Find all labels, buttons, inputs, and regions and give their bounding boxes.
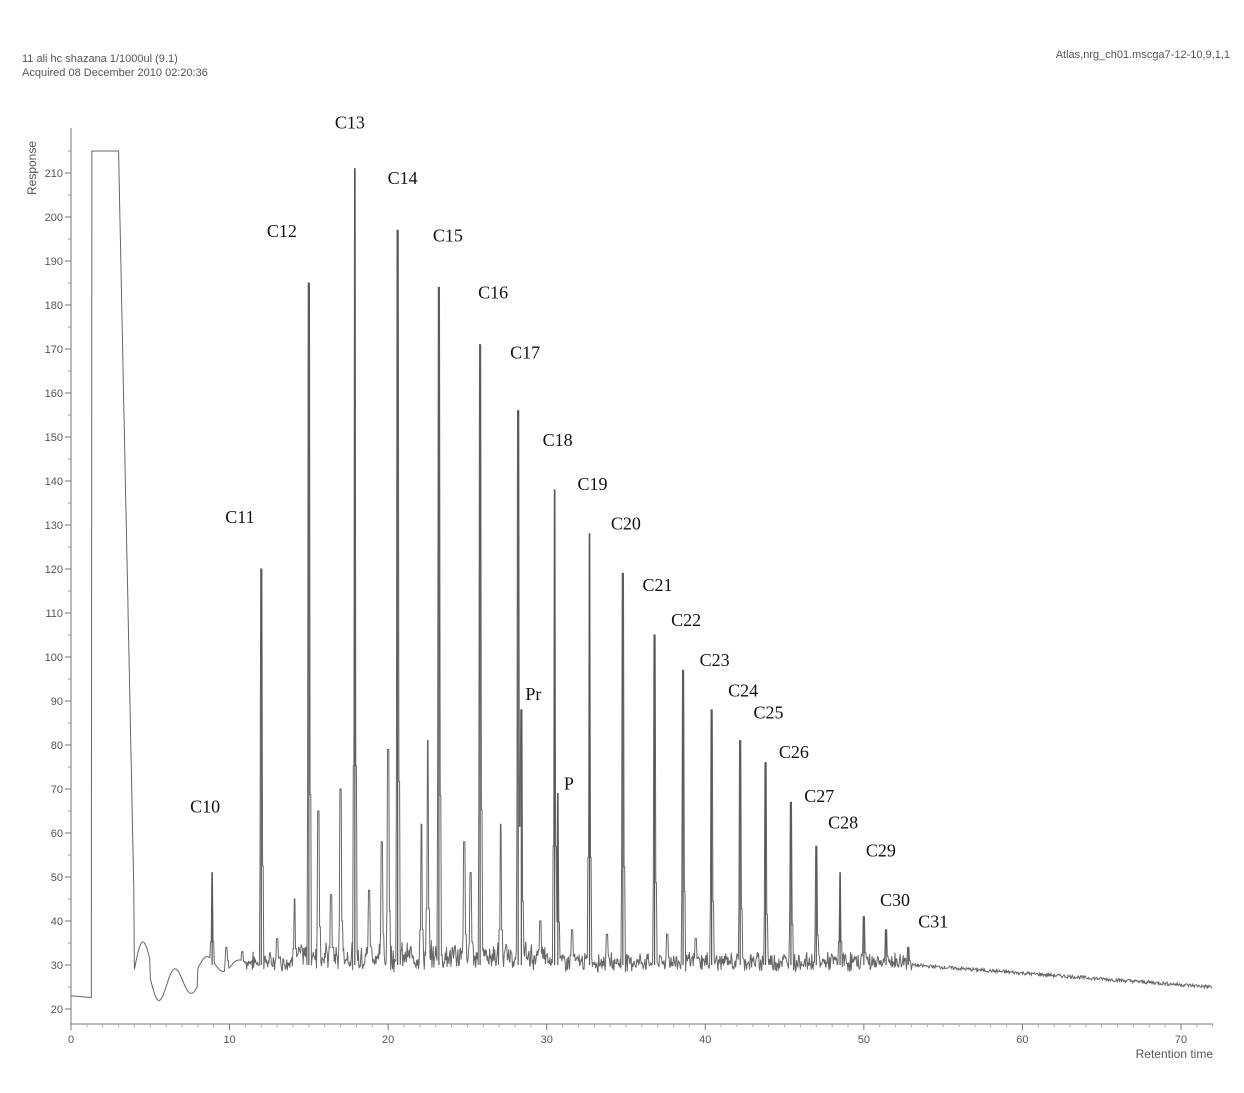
peak-label-c28: C28 (828, 813, 858, 833)
x-axis-title: Retention time (1136, 1047, 1214, 1061)
x-tick-label: 0 (68, 1034, 74, 1046)
peak-label-c10: C10 (190, 797, 220, 817)
peak-label-c22: C22 (671, 610, 701, 630)
y-tick-label: 60 (51, 828, 63, 840)
peak-label-c13: C13 (335, 113, 365, 133)
y-tick-label: 150 (45, 432, 63, 444)
y-tick-label: 100 (45, 652, 63, 664)
peak-label-c31: C31 (918, 911, 948, 931)
x-tick-label: 20 (382, 1034, 394, 1046)
y-tick-label: 20 (51, 1004, 63, 1016)
x-ticks: 0 10 20 30 40 50 60 70 (68, 1024, 1214, 1046)
peak-label-c17: C17 (510, 343, 540, 363)
y-tick-label: 110 (45, 608, 63, 620)
y-ticks: 20 30 40 50 60 70 80 90 100 110 120 130 140 150 160 170… (45, 150, 71, 1016)
chromatogram-trace (70, 150, 1213, 1002)
file-id-text: Atlas,nrg_ch01.mscga7-12-10,9,1,1 (1055, 49, 1230, 61)
y-tick-label: 210 (45, 168, 63, 180)
peak-label-c30: C30 (880, 890, 910, 910)
peak-label-c24: C24 (728, 681, 758, 701)
y-axis-title: Response (25, 141, 39, 195)
y-tick-label: 120 (45, 564, 63, 576)
y-tick-label: 180 (45, 300, 63, 312)
peak-label-c14: C14 (388, 168, 418, 188)
acquired-date-text: Acquired 08 December 2010 02:20:36 (22, 67, 208, 79)
y-tick-label: 190 (45, 256, 63, 268)
x-tick-label: 60 (1016, 1034, 1028, 1046)
y-tick-label: 50 (51, 872, 63, 884)
x-tick-label: 10 (223, 1034, 235, 1046)
x-tick-label: 30 (541, 1034, 553, 1046)
peak-label-c27: C27 (804, 786, 834, 806)
peak-label-c26: C26 (779, 742, 809, 762)
y-tick-label: 40 (51, 916, 63, 928)
peak-label-pr: Pr (525, 684, 541, 704)
y-tick-label: 140 (45, 476, 63, 488)
peak-label-c11: C11 (225, 507, 254, 527)
peak-label-c23: C23 (700, 650, 730, 670)
peak-label-c20: C20 (611, 513, 641, 533)
peak-label-c21: C21 (643, 575, 673, 595)
x-tick-label: 40 (699, 1034, 711, 1046)
y-tick-label: 70 (51, 784, 63, 796)
peak-label-c25: C25 (754, 703, 784, 723)
x-tick-label: 50 (858, 1034, 870, 1046)
y-tick-label: 80 (51, 740, 63, 752)
peak-label-c12: C12 (267, 221, 297, 241)
peak-label-c18: C18 (543, 430, 573, 450)
peak-label-p: P (564, 773, 574, 793)
peak-label-c19: C19 (578, 474, 608, 494)
peak-label-c15: C15 (433, 225, 463, 245)
peak-label-c16: C16 (478, 283, 508, 303)
y-tick-label: 30 (51, 960, 63, 972)
y-tick-label: 160 (45, 388, 63, 400)
y-tick-label: 170 (45, 344, 63, 356)
sample-name-text: 11 ali hc shazana 1/1000ul (9.1) (22, 53, 178, 65)
y-tick-label: 200 (45, 212, 63, 224)
peak-label-c29: C29 (866, 841, 896, 861)
x-tick-label: 70 (1175, 1034, 1187, 1046)
y-tick-label: 130 (45, 520, 63, 532)
y-tick-label: 90 (51, 696, 63, 708)
